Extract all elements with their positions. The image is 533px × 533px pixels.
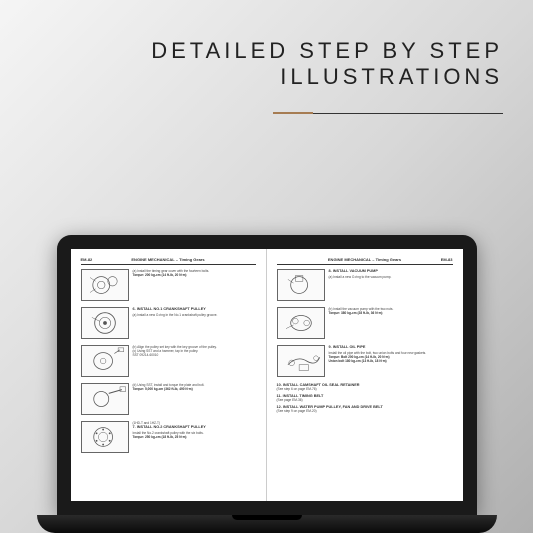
step-row: (a) Install the timing gear cover with t… [81, 269, 256, 301]
diagram-illustration [81, 307, 129, 339]
diagram-illustration [81, 383, 129, 415]
step-section: 10. INSTALL CAMSHAFT OIL SEAL RETAINER (… [277, 383, 453, 391]
step-title: 9. INSTALL OIL PIPE [329, 345, 453, 350]
step-text: (b) Align the pulley set key with the ke… [133, 345, 256, 377]
step-row: 8. INSTALL VACUUM PUMP (a) Install a new… [277, 269, 453, 301]
laptop-notch [232, 515, 302, 520]
diagram-illustration [81, 421, 129, 453]
header-title-right: ENGINE MECHANICAL – Timing Gears [328, 257, 401, 262]
step-row: (d) Using SST, install and torque the pl… [81, 383, 256, 415]
laptop-mockup: EM-82 ENGINE MECHANICAL – Timing Gears (… [37, 235, 497, 533]
diagram-illustration [277, 345, 325, 377]
heading-line-2: ILLUSTRATIONS [151, 64, 503, 90]
step-title: 8. INSTALL VACUUM PUMP [329, 269, 453, 274]
step-text: (b) Install the vacuum pump with the two… [329, 307, 453, 339]
step-desc: (a) Install a new O-ring to the vacuum p… [329, 275, 453, 279]
diagram-illustration [277, 269, 325, 301]
header-title-left: ENGINE MECHANICAL – Timing Gears [131, 257, 204, 262]
diagram-illustration [277, 307, 325, 339]
heading-line-1: DETAILED STEP BY STEP [151, 38, 503, 64]
page-num-right: EM-83 [441, 257, 453, 262]
laptop-screen: EM-82 ENGINE MECHANICAL – Timing Gears (… [71, 249, 463, 501]
diagram-illustration [81, 345, 129, 377]
divider-accent [273, 112, 313, 114]
manual-page-left: EM-82 ENGINE MECHANICAL – Timing Gears (… [71, 249, 267, 501]
step-row: 6. INSTALL NO.1 CRANKSHAFT PULLEY (a) In… [81, 307, 256, 339]
page-header-left: EM-82 ENGINE MECHANICAL – Timing Gears [81, 257, 256, 265]
step-section: 11. INSTALL TIMING BELT (See page EM-36) [277, 394, 453, 402]
step-section: 12. INSTALL WATER PUMP PULLEY, FAN AND D… [277, 405, 453, 413]
step-text: (a) Install the timing gear cover with t… [133, 269, 256, 301]
step-torque: Torque: 380 kg-cm (28 ft-lb, 36 N·m) [329, 311, 453, 315]
step-row: 9. INSTALL OIL PIPE Install the oil pipe… [277, 345, 453, 377]
step-title: 6. INSTALL NO.1 CRANKSHAFT PULLEY [133, 307, 256, 312]
step-text: 6. INSTALL NO.1 CRANKSHAFT PULLEY (a) In… [133, 307, 256, 339]
step-torque: Union bolt 180 kg-cm (13 ft-lb, 18 N·m) [329, 359, 453, 363]
step-desc: (a) Install a new O-ring in the No.1 cra… [133, 313, 256, 317]
step-torque: Torque: 200 kg-cm (14 ft-lb, 20 N·m) [133, 273, 256, 277]
step-ref: (See step 6 on page EM-76) [277, 387, 453, 391]
step-row: (1HD-T and 1HZ-T) 7. INSTALL NO.2 CRANKS… [81, 421, 256, 453]
manual-page-right: ENGINE MECHANICAL – Timing Gears EM-83 8… [267, 249, 463, 501]
step-torque: Torque: 5,000 kg-cm (362 ft-lb, 490 N·m) [133, 387, 256, 391]
laptop-base [37, 515, 497, 533]
diagram-illustration [81, 269, 129, 301]
step-text: 9. INSTALL OIL PIPE Install the oil pipe… [329, 345, 453, 377]
step-row: (b) Install the vacuum pump with the two… [277, 307, 453, 339]
step-torque: Torque: 250 kg-cm (18 ft-lb, 25 N·m) [133, 435, 256, 439]
heading-divider [273, 112, 503, 114]
divider-dark [313, 113, 503, 114]
step-title: 7. INSTALL NO.2 CRANKSHAFT PULLEY [133, 425, 256, 430]
step-sst: SST 09214-60010 [133, 353, 256, 357]
step-row: (b) Align the pulley set key with the ke… [81, 345, 256, 377]
page-num-left: EM-82 [81, 257, 93, 262]
laptop-bezel: EM-82 ENGINE MECHANICAL – Timing Gears (… [57, 235, 477, 515]
page-header-right: ENGINE MECHANICAL – Timing Gears EM-83 [277, 257, 453, 265]
step-text: 8. INSTALL VACUUM PUMP (a) Install a new… [329, 269, 453, 301]
step-text: (1HD-T and 1HZ-T) 7. INSTALL NO.2 CRANKS… [133, 421, 256, 453]
step-ref: (See page EM-36) [277, 398, 453, 402]
main-heading: DETAILED STEP BY STEP ILLUSTRATIONS [151, 38, 503, 90]
step-ref: (See step 9 on page EM-20) [277, 409, 453, 413]
step-text: (d) Using SST, install and torque the pl… [133, 383, 256, 415]
